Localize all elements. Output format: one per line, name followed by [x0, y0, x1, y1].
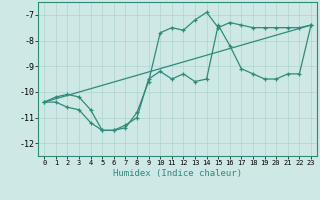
X-axis label: Humidex (Indice chaleur): Humidex (Indice chaleur): [113, 169, 242, 178]
